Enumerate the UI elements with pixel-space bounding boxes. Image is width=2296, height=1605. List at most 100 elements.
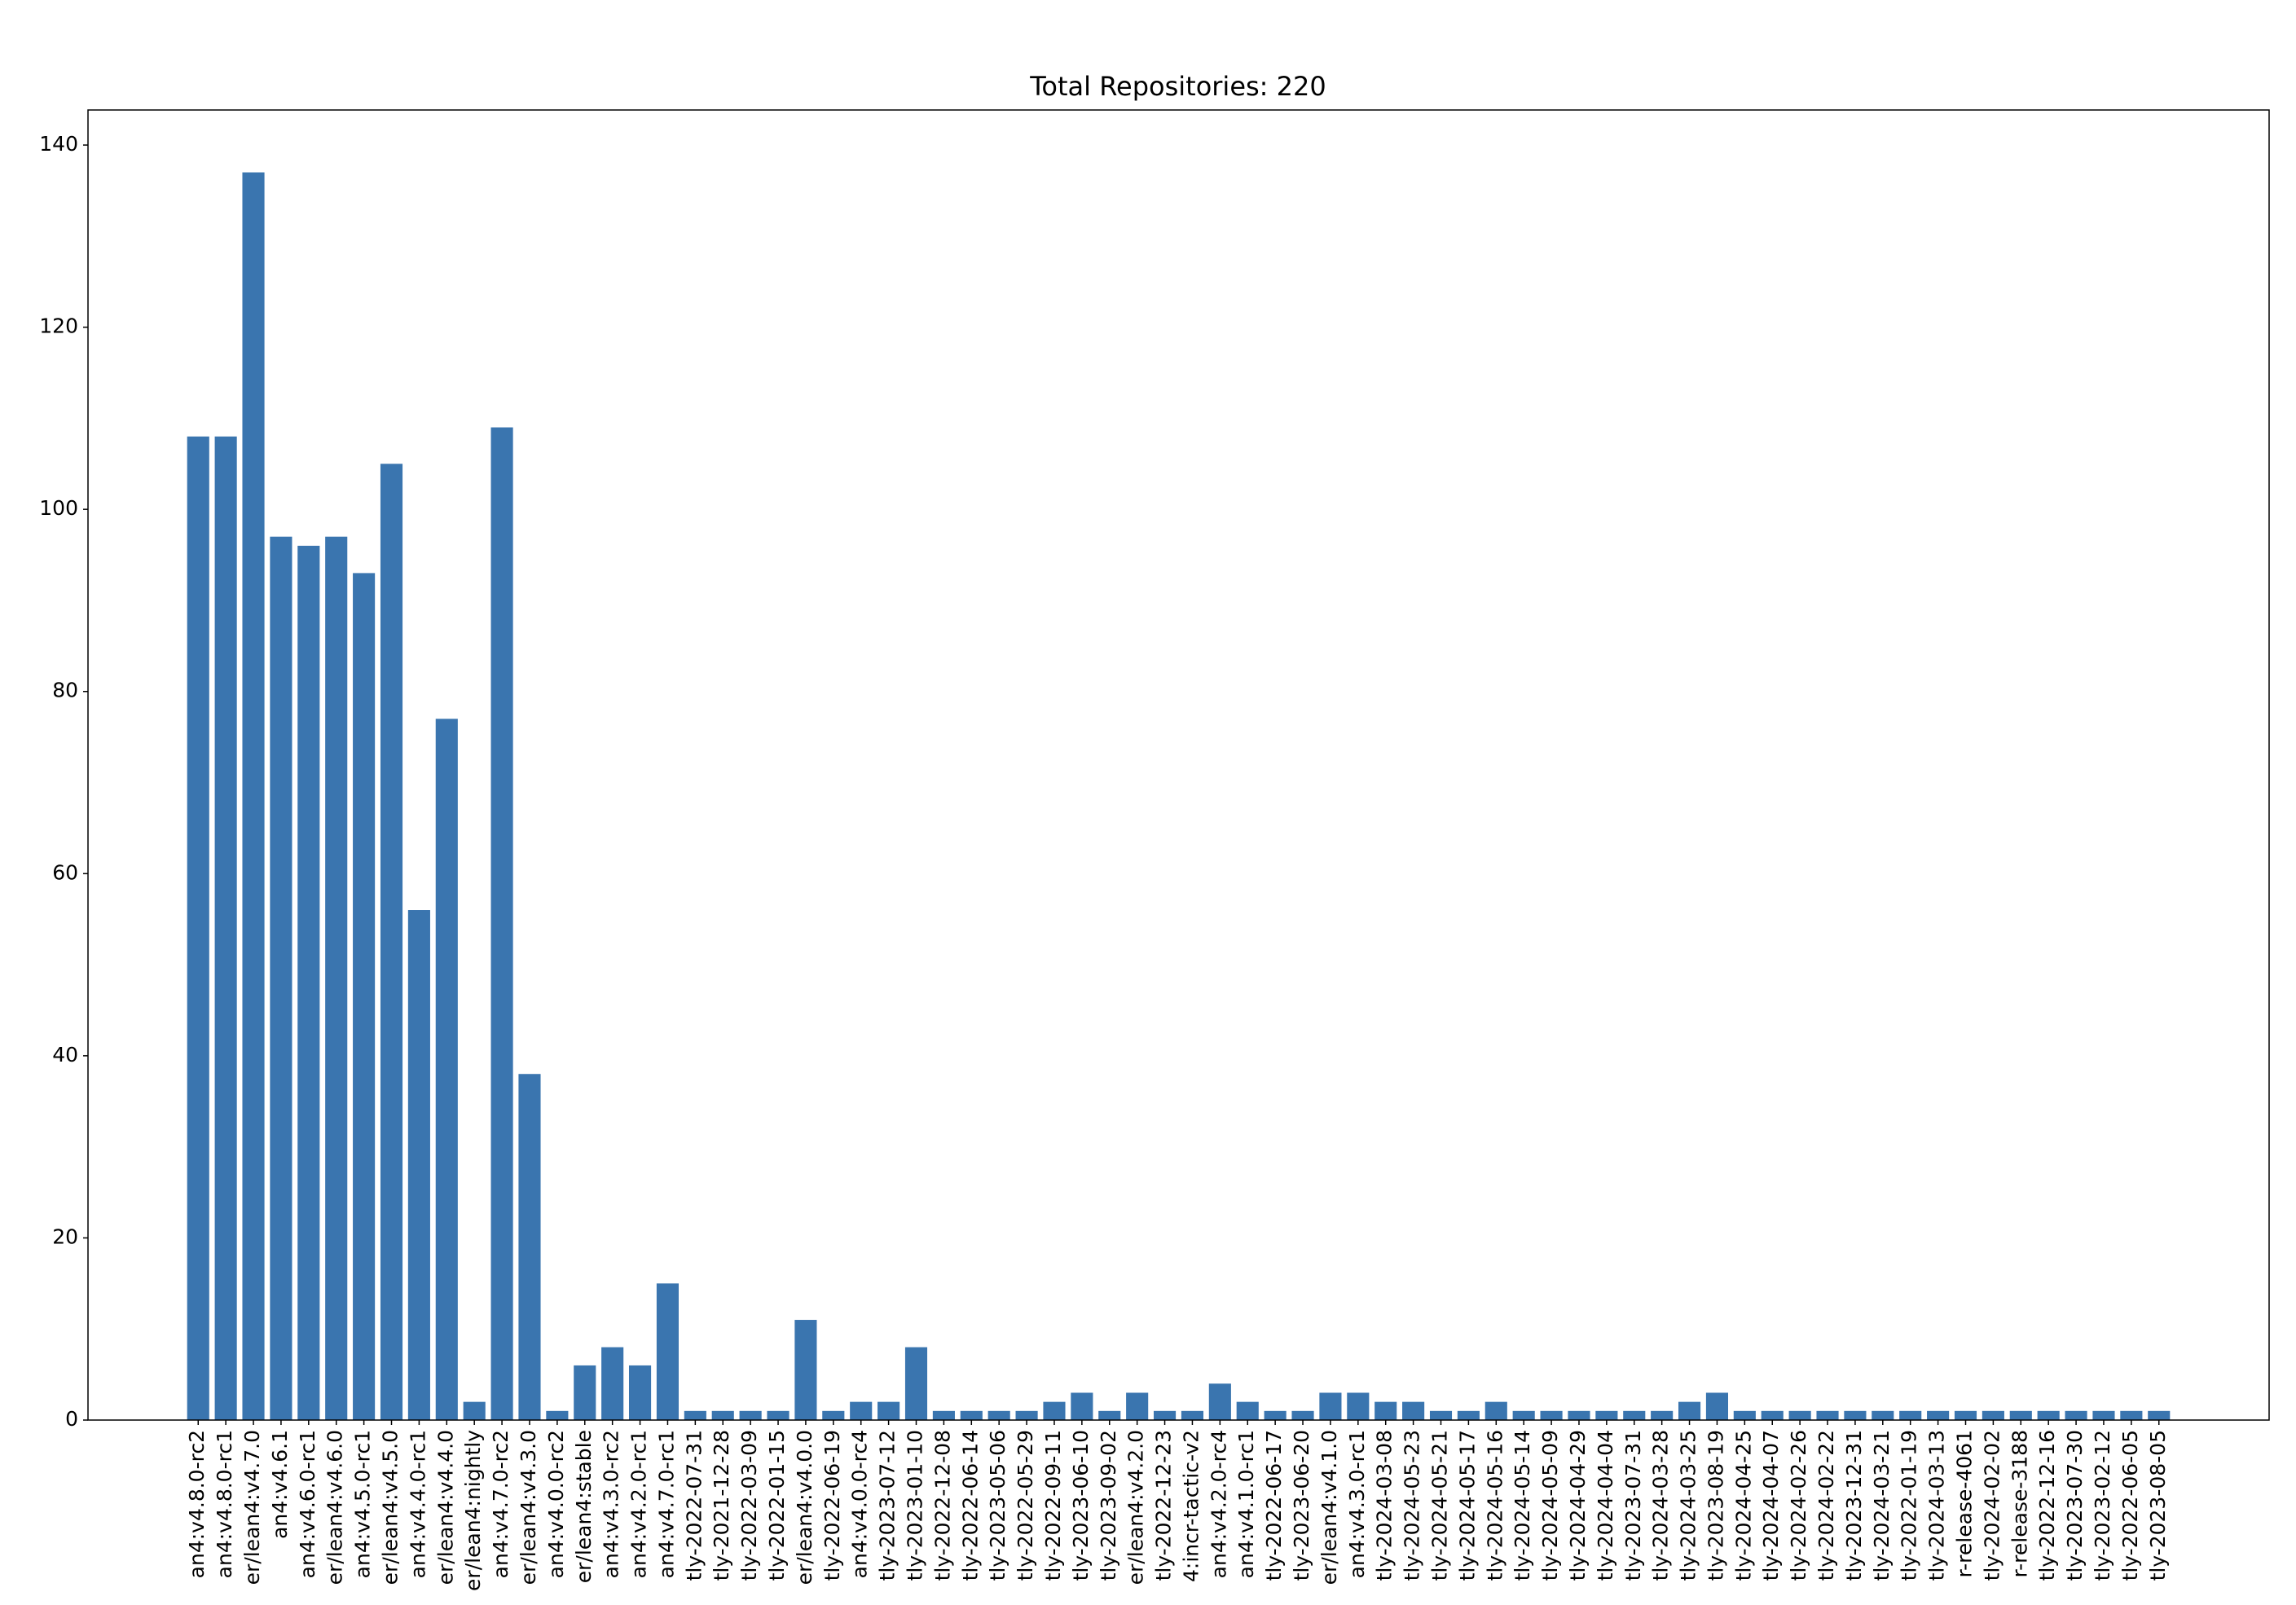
x-tick-label: tly-2024-05-14 [1511,1430,1534,1581]
x-tick-label: tly-2022-12-08 [930,1430,954,1581]
x-tick-label: er/lean4:v4.0.0 [793,1430,816,1585]
x-tick-label: tly-2024-03-08 [1373,1430,1397,1581]
bar [1788,1410,1811,1420]
bar [822,1410,845,1420]
x-tick-label: tly-2024-05-09 [1538,1430,1562,1581]
x-tick-label: tly-2024-05-17 [1455,1430,1479,1581]
x-tick-label: er/lean4:v4.4.0 [433,1430,457,1585]
y-tick-label: 80 [52,679,78,702]
x-tick-label: an4:v4.3.0-rc1 [1345,1430,1369,1578]
bar [601,1347,624,1420]
x-tick-label: tly-2023-07-31 [1621,1430,1645,1581]
x-tick-label: tly-2024-02-22 [1814,1430,1838,1581]
bar [1429,1410,1453,1420]
bar [1153,1410,1177,1420]
bar [1457,1410,1480,1420]
bar [1291,1410,1314,1420]
bar [1402,1401,1425,1420]
x-tick-label: tly-2023-06-10 [1069,1430,1093,1581]
bar [1319,1392,1342,1420]
bar [850,1401,873,1420]
bar [1071,1392,1093,1420]
y-tick-label: 140 [39,132,78,156]
x-tick-label: tly-2022-01-19 [1898,1430,1921,1581]
bar [1181,1410,1204,1420]
x-tick-label: tly-2022-03-09 [737,1430,761,1581]
bar [1208,1383,1231,1420]
x-tick-label: tly-2022-09-11 [1041,1430,1065,1581]
bar [1733,1410,1756,1420]
x-tick-label: tly-2023-01-10 [904,1430,927,1581]
x-tick-label: tly-2023-08-19 [1704,1430,1727,1581]
x-tick-label: tly-2022-06-17 [1262,1430,1286,1581]
bar [2065,1410,2087,1420]
bar [574,1365,596,1420]
bar [353,573,376,1420]
x-tick-label: tly-2022-06-05 [2118,1430,2142,1581]
x-tick-label: er/lean4:v4.7.0 [240,1430,264,1585]
x-tick-label: tly-2022-07-31 [682,1430,706,1581]
x-tick-label: er/lean4:v4.3.0 [517,1430,540,1585]
x-tick-label: er/lean4:v4.5.0 [379,1430,402,1585]
bar [960,1410,983,1420]
x-tick-label: an4:v4.5.0-rc1 [351,1430,375,1578]
y-tick-label: 60 [52,860,78,884]
bar [1015,1410,1038,1420]
bar [1264,1410,1287,1420]
x-tick-label: tly-2022-01-15 [765,1430,789,1581]
x-tick-label: tly-2023-07-12 [876,1430,899,1581]
bar [1236,1401,1259,1420]
bar [1899,1410,1922,1420]
plot-frame [87,109,2270,1421]
x-tick-label: tly-2022-12-23 [1152,1430,1176,1581]
x-tick-label: tly-2024-03-21 [1870,1430,1894,1581]
x-tick-label: er/lean4:nightly [461,1430,485,1591]
bar [711,1410,734,1420]
bar [767,1410,790,1420]
bar [628,1365,652,1420]
bar [1623,1410,1646,1420]
bar [1844,1410,1867,1420]
x-tick-label: tly-2024-04-29 [1566,1430,1590,1581]
x-tick-label: tly-2024-04-07 [1759,1430,1783,1581]
bar [684,1410,706,1420]
x-tick-label: tly-2024-04-04 [1594,1430,1617,1581]
x-tick-label: tly-2022-05-29 [1014,1430,1037,1581]
bar [1872,1410,1894,1420]
x-tick-label: an4:v4.0.0-rc2 [544,1430,568,1578]
x-tick-label: an4:v4.6.1 [268,1430,292,1539]
x-tick-label: tly-2024-04-25 [1731,1430,1755,1581]
bar [2148,1410,2171,1420]
bar [1651,1410,1674,1420]
x-tick-label: er/lean4:stable [572,1430,596,1583]
bar [794,1320,817,1420]
bar [214,436,237,1420]
bar [1126,1392,1149,1420]
x-tick-label: an4:v4.6.0-rc1 [296,1430,319,1578]
bar [2009,1410,2032,1420]
bar [1098,1410,1121,1420]
x-tick-label: tly-2024-03-28 [1649,1430,1673,1581]
x-tick-label: tly-2024-02-02 [1980,1430,2004,1581]
bar [270,536,292,1420]
x-tick-label: an4:v4.7.0-rc1 [654,1430,678,1578]
x-tick-label: 4:incr-tactic-v2 [1179,1430,1203,1582]
y-tick-label: 20 [52,1225,78,1248]
x-tick-label: tly-2023-08-05 [2146,1430,2170,1581]
x-tick-label: tly-2023-02-12 [2091,1430,2114,1581]
bar [1816,1410,1839,1420]
x-tick-label: an4:v4.2.0-rc1 [627,1430,651,1578]
x-tick-label: tly-2024-03-13 [1925,1430,1949,1581]
bar [904,1347,928,1420]
bar [1484,1401,1507,1420]
bar [1954,1410,1977,1420]
bar [1678,1401,1701,1420]
bar [987,1410,1010,1420]
x-tick-label: tly-2021-12-28 [710,1430,733,1581]
bar [435,719,458,1420]
bar [1705,1392,1729,1420]
bar [1761,1410,1784,1420]
bar [187,436,209,1420]
x-tick-label: er/lean4:v4.2.0 [1124,1430,1148,1585]
